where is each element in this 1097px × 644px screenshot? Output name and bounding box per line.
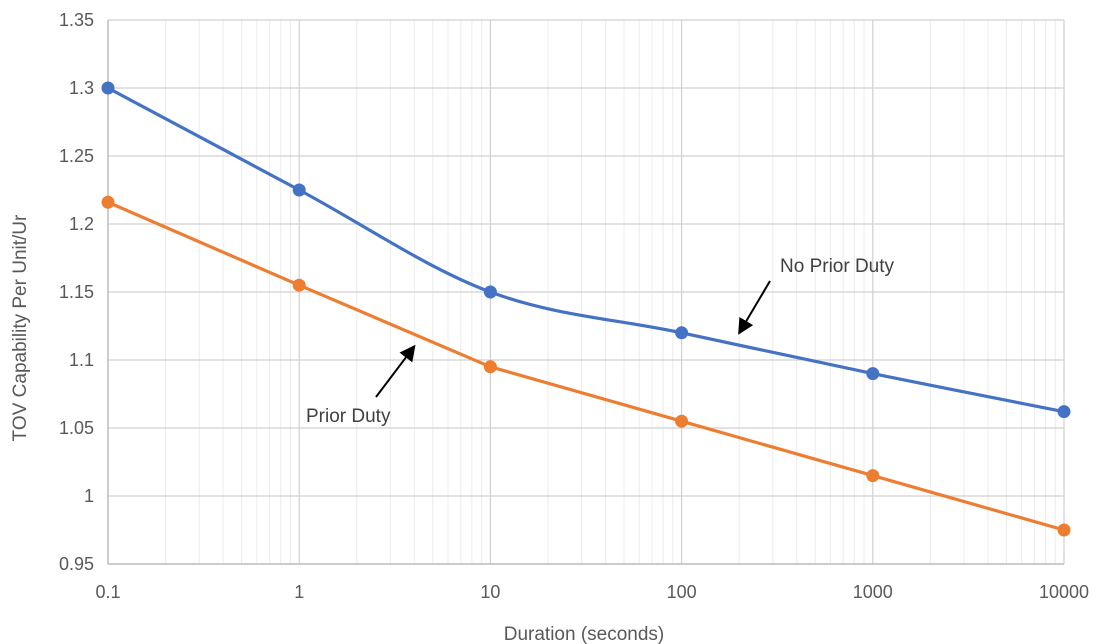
data-point bbox=[866, 367, 880, 381]
data-point bbox=[675, 326, 689, 340]
y-axis-title: TOV Capability Per Unit/Ur bbox=[10, 214, 31, 441]
series-lines bbox=[106, 86, 1066, 532]
series-markers bbox=[101, 81, 1071, 537]
annotation-arrow bbox=[375, 344, 416, 398]
annotation-arrow bbox=[738, 280, 771, 335]
y-tick-label: 1 bbox=[84, 486, 94, 506]
y-tick-label: 1.15 bbox=[59, 282, 94, 302]
data-point bbox=[1057, 405, 1071, 419]
x-tick-label: 10 bbox=[480, 582, 500, 602]
x-axis-title: Duration (seconds) bbox=[504, 624, 665, 644]
y-tick-label: 1.35 bbox=[59, 10, 94, 30]
x-tick-label: 100 bbox=[667, 582, 697, 602]
y-tick-label: 1.25 bbox=[59, 146, 94, 166]
annotations: No Prior Duty Prior Duty bbox=[306, 256, 895, 427]
data-point bbox=[292, 278, 306, 292]
x-tick-label: 1 bbox=[294, 582, 304, 602]
x-tick-label: 10000 bbox=[1039, 582, 1089, 602]
y-tick-label: 1.2 bbox=[69, 214, 94, 234]
axes: 0.1 1 10 100 1000 10000 0.95 1 1.05 1.1 1.15 1.2 1.2… bbox=[59, 10, 1089, 602]
series-line-1 bbox=[106, 86, 1066, 414]
data-point bbox=[101, 195, 115, 209]
grid-lines bbox=[107, 19, 1065, 565]
data-point bbox=[1057, 523, 1071, 537]
y-tick-label: 1.05 bbox=[59, 418, 94, 438]
data-point bbox=[483, 360, 497, 374]
y-tick-label: 1.1 bbox=[69, 350, 94, 370]
x-tick-label: 0.1 bbox=[95, 582, 120, 602]
annotation-no-prior-duty: No Prior Duty bbox=[780, 256, 895, 277]
data-point bbox=[483, 285, 497, 299]
series-line-2 bbox=[106, 200, 1066, 532]
annotation-prior-duty: Prior Duty bbox=[306, 406, 391, 427]
data-point bbox=[292, 183, 306, 197]
data-point bbox=[866, 469, 880, 483]
data-point bbox=[675, 414, 689, 428]
x-tick-label: 1000 bbox=[853, 582, 893, 602]
y-tick-label: 0.95 bbox=[59, 554, 94, 574]
data-point bbox=[101, 81, 115, 95]
y-tick-label: 1.3 bbox=[69, 78, 94, 98]
